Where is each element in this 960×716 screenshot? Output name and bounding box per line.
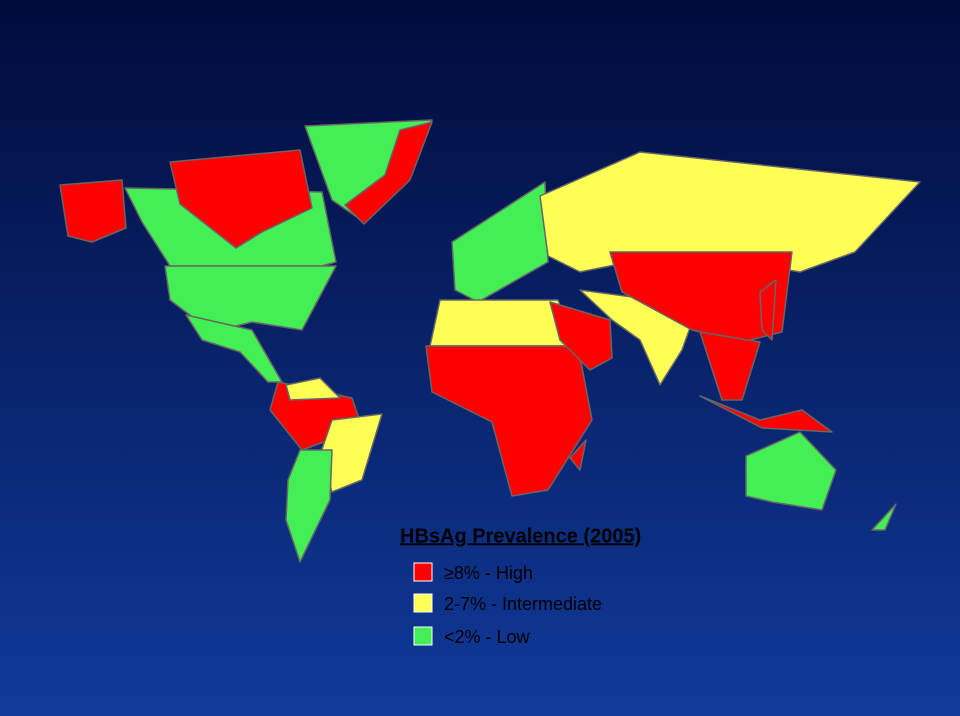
legend: ≥8% - High 2-7% - Intermediate <2% - Low xyxy=(413,562,602,647)
world-map xyxy=(59,119,921,563)
legend-swatch xyxy=(413,562,433,582)
legend-swatch xyxy=(413,593,433,613)
legend-label: <2% - Low xyxy=(444,627,531,647)
legend-title: HBsAg Prevalence (2005) xyxy=(400,525,641,547)
legend-label: ≥8% - High xyxy=(444,563,533,583)
legend-label: 2-7% - Intermediate xyxy=(444,594,602,614)
legend-swatch xyxy=(413,626,433,646)
